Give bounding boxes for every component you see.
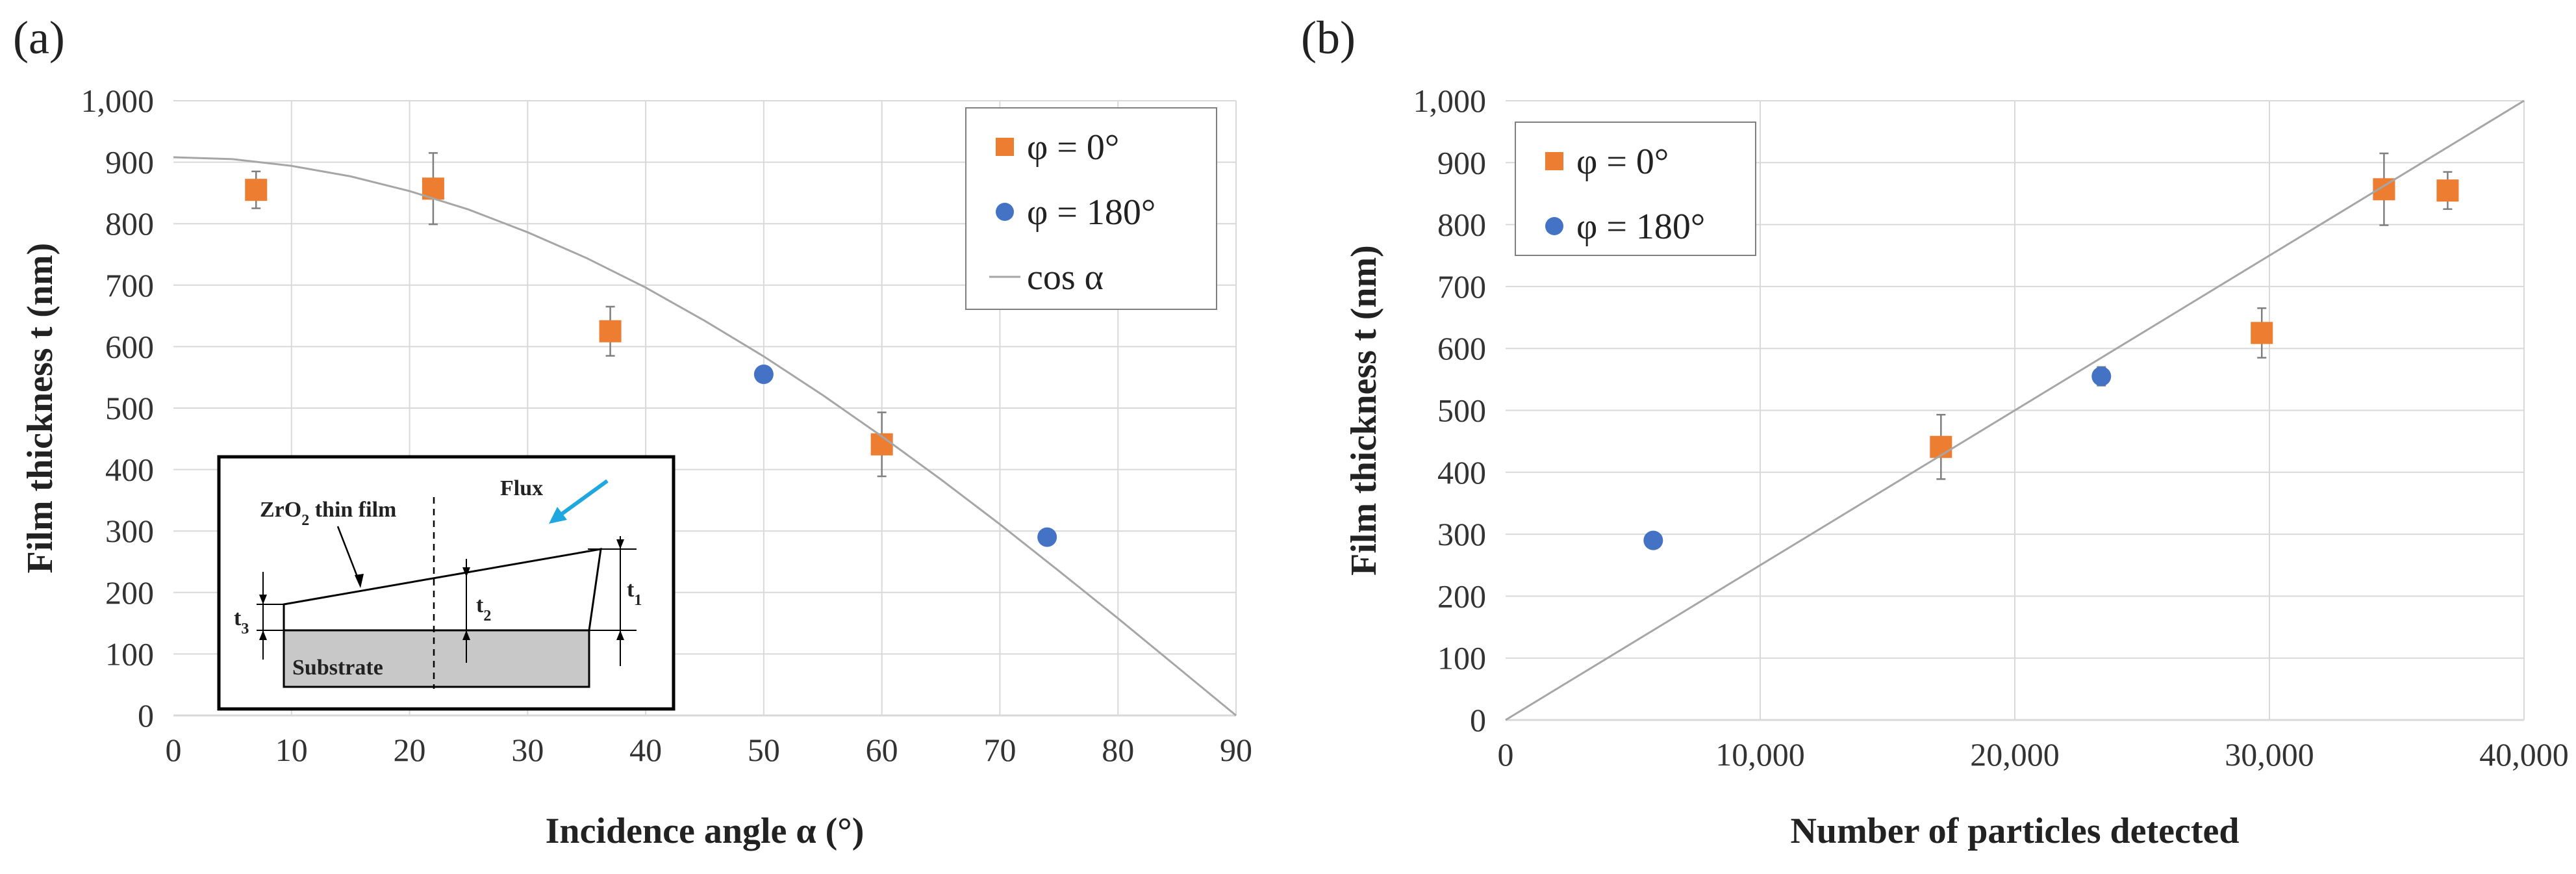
data-point-square: [2436, 179, 2459, 202]
x-tick-label: 10,000: [1715, 736, 1805, 773]
legend-label: φ = 0°: [1576, 142, 1669, 182]
x-tick-label: 80: [1102, 732, 1134, 768]
t3-arrowhead: [259, 630, 267, 640]
data-point-square: [599, 320, 622, 342]
y-tick-label: 400: [105, 452, 154, 488]
y-axis-title: Film thickness t (nm): [1344, 245, 1384, 576]
y-tick-label: 800: [1437, 207, 1486, 243]
t2-label-sub: 2: [483, 608, 491, 624]
x-tick-label: 40: [629, 732, 662, 768]
legend-label: φ = 180°: [1576, 207, 1705, 247]
t3-label-text: t: [234, 606, 242, 630]
y-tick-label: 900: [105, 144, 154, 181]
legend-marker-circle: [996, 203, 1014, 221]
panel-label: (a): [13, 12, 65, 64]
y-tick-label: 600: [1437, 330, 1486, 366]
t1-arrowhead: [616, 630, 624, 640]
x-tick-label: 40,000: [2479, 736, 2569, 773]
t2-label: t2: [476, 593, 491, 624]
data-point-circle: [1037, 527, 1057, 547]
x-tick-label: 70: [983, 732, 1016, 768]
t2-arrowhead: [462, 567, 470, 577]
t3-label: t3: [234, 606, 249, 637]
data-point-circle: [1643, 530, 1663, 550]
data-point-square: [245, 179, 268, 201]
t1-arrowhead: [616, 539, 624, 549]
t1-label-text: t: [627, 578, 635, 602]
chart-a: (a) 0 100 200 300 400 500 600 700 800 900 1,000 0 10 2…: [13, 12, 1252, 851]
t2-label-text: t: [476, 593, 484, 617]
chart-b: (b) 0 100 200 300 400 500 600 700 800 900 1,000 0 10,…: [1301, 12, 2569, 851]
t3-label-sub: 3: [241, 621, 249, 637]
data-point-circle: [753, 364, 774, 384]
y-tick-label: 200: [1437, 578, 1486, 614]
y-tick-label: 300: [1437, 516, 1486, 552]
y-tick-label: 1,000: [1413, 83, 1487, 119]
y-axis-title: Film thickness t (nm): [20, 243, 60, 574]
x-tick-label: 30,000: [2225, 736, 2314, 773]
panel-label: (b): [1301, 12, 1356, 64]
y-tick-label: 0: [138, 697, 154, 734]
legend-marker-circle: [1545, 217, 1563, 235]
series-line: [1505, 99, 2525, 721]
legend-label: φ = 180°: [1027, 192, 1155, 233]
y-tick-label: 400: [1437, 454, 1486, 491]
t1-label-sub: 1: [634, 592, 642, 609]
y-tick-label: 600: [105, 328, 154, 365]
x-tick-label: 20,000: [1970, 736, 2060, 773]
x-tick-label: 0: [1498, 736, 1514, 773]
t3-arrowhead: [259, 595, 267, 604]
flux-arrow-head: [549, 507, 567, 524]
film-label: ZrO2 thin film: [260, 498, 396, 529]
substrate-label: Substrate: [292, 656, 383, 680]
data-point-square: [2251, 322, 2273, 344]
t1-label: t1: [627, 578, 642, 609]
x-tick-label: 60: [866, 732, 898, 768]
flux-label: Flux: [500, 476, 543, 500]
x-tick-label: 90: [1220, 732, 1252, 768]
film-pointer-head: [355, 574, 364, 588]
legend-marker-square: [996, 138, 1014, 156]
film-label-text: ZrO: [260, 498, 301, 522]
y-tick-label: 0: [1470, 702, 1486, 738]
x-tick-label: 30: [511, 732, 544, 768]
x-tick-label: 20: [394, 732, 426, 768]
y-tick-label: 800: [105, 205, 154, 242]
y-tick-label: 300: [105, 513, 154, 549]
t2-arrowhead: [462, 630, 470, 640]
data-point-circle: [2091, 366, 2112, 387]
substrate-block: [283, 629, 590, 688]
legend-label: cos α: [1027, 257, 1104, 298]
y-tick-label: 100: [1437, 640, 1486, 676]
film-label-rest: thin film: [309, 498, 396, 522]
flux-arrow-shaft: [559, 479, 609, 517]
film-label-sub: 2: [301, 512, 309, 529]
series-line: [173, 156, 1237, 717]
x-tick-label: 10: [275, 732, 308, 768]
y-tick-label: 700: [105, 267, 154, 303]
y-tick-label: 500: [105, 390, 154, 426]
y-tick-label: 900: [1437, 144, 1486, 181]
x-axis-title: Incidence angle α (°): [546, 811, 865, 851]
y-tick-label: 200: [105, 574, 154, 611]
legend-label: φ = 0°: [1027, 127, 1119, 168]
x-tick-label: 50: [748, 732, 780, 768]
x-axis-title: Number of particles detected: [1790, 811, 2239, 851]
legend-marker-square: [1545, 152, 1563, 170]
y-tick-label: 1,000: [81, 83, 155, 119]
y-tick-label: 700: [1437, 268, 1486, 305]
y-tick-label: 500: [1437, 392, 1486, 429]
y-tick-label: 100: [105, 636, 154, 672]
x-tick-label: 0: [166, 732, 182, 768]
